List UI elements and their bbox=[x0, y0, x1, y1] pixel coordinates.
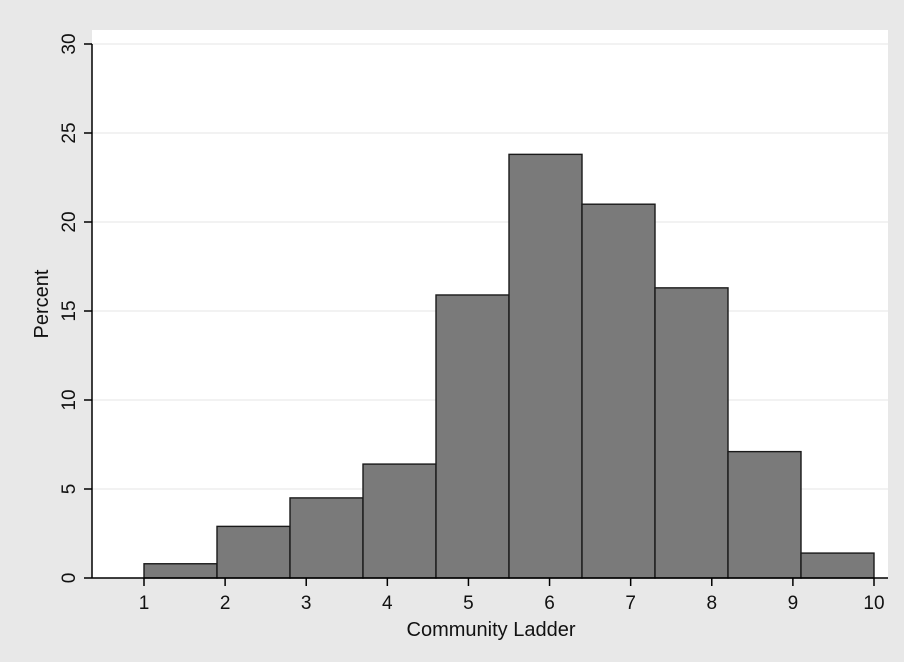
y-tick-label: 30 bbox=[59, 33, 80, 54]
histogram-bar bbox=[143, 563, 218, 579]
x-tick-label: 5 bbox=[463, 593, 474, 614]
bars bbox=[143, 153, 875, 579]
histogram-bar bbox=[508, 153, 583, 579]
histogram-bar bbox=[727, 450, 802, 579]
histogram-bar bbox=[362, 463, 437, 579]
y-tick-label: 15 bbox=[59, 300, 80, 321]
y-tick-label: 5 bbox=[59, 484, 80, 495]
y-tick-label: 10 bbox=[59, 389, 80, 410]
x-tick-label: 6 bbox=[544, 593, 555, 614]
x-tick-label: 2 bbox=[220, 593, 231, 614]
y-axis-title: Percent bbox=[31, 269, 53, 338]
histogram-bar bbox=[654, 287, 729, 579]
histogram-bar bbox=[435, 294, 510, 579]
y-tick-label: 20 bbox=[59, 211, 80, 232]
histogram-bar bbox=[289, 497, 364, 579]
x-tick-label: 3 bbox=[301, 593, 312, 614]
x-tick-label: 8 bbox=[706, 593, 717, 614]
histogram-bar bbox=[581, 203, 656, 579]
x-axis-ticks: 1 2 3 4 5 6 7 8 9 10 bbox=[139, 578, 885, 614]
x-tick-label: 1 bbox=[139, 593, 150, 614]
histogram-bar bbox=[800, 552, 875, 579]
histogram-bar bbox=[216, 525, 291, 579]
x-axis-title: Community Ladder bbox=[407, 619, 576, 641]
y-tick-label: 0 bbox=[59, 573, 80, 584]
y-tick-label: 25 bbox=[59, 122, 80, 143]
x-tick-label: 10 bbox=[863, 593, 884, 614]
x-tick-label: 4 bbox=[382, 593, 393, 614]
x-tick-label: 7 bbox=[625, 593, 636, 614]
y-axis-ticks: 0 5 10 15 20 25 30 bbox=[59, 33, 92, 583]
x-tick-label: 9 bbox=[788, 593, 799, 614]
